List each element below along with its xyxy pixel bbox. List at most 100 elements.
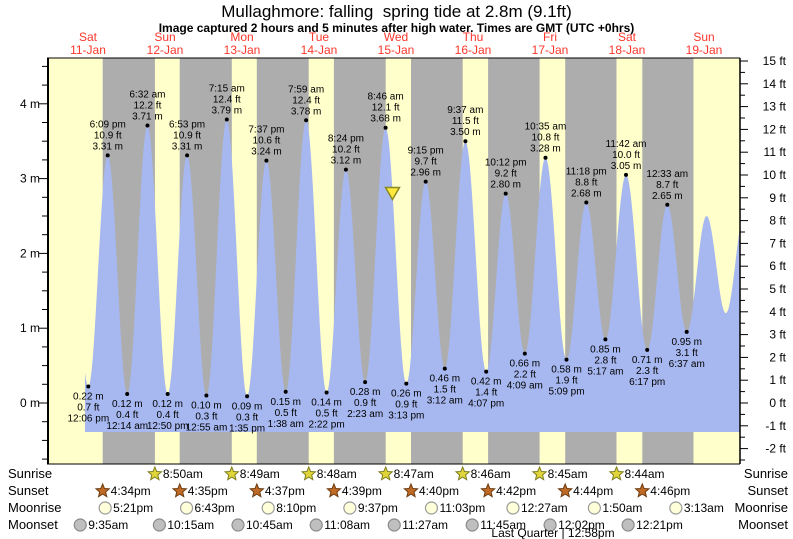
moonset-time: 11:45am — [480, 518, 526, 532]
day-label: 12-Jan — [147, 43, 184, 57]
sunset-star-icon — [403, 482, 419, 498]
sunrise-row-label: Sunrise — [744, 466, 788, 481]
high-tide-label: 10.2 ft — [332, 145, 360, 156]
day-label: Thu — [463, 30, 484, 44]
low-tide-label: 1:35 pm — [229, 423, 265, 434]
tide-event-dot — [165, 392, 170, 396]
high-tide-label: 10:35 am — [525, 122, 567, 133]
moonset-time: 11:27am — [402, 518, 448, 532]
moonrise-icon — [587, 501, 601, 515]
tide-event-dot — [564, 357, 569, 362]
tide-event-dot — [463, 139, 468, 144]
low-tide-label: 5:09 pm — [548, 387, 584, 398]
low-tide-label: 4:07 pm — [468, 399, 504, 410]
high-tide-label: 11.5 ft — [452, 116, 479, 127]
high-tide-label: 10.9 ft — [94, 130, 122, 141]
moonrise-time: 9:37pm — [358, 501, 398, 515]
high-tide-label: 2.65 m — [652, 191, 683, 202]
day-label: Mon — [230, 30, 253, 44]
high-tide-label: 8:46 am — [368, 92, 404, 103]
high-tide-label: 10.9 ft — [173, 130, 201, 141]
high-tide-label: 3.12 m — [331, 156, 362, 167]
sunrise-star-icon — [454, 465, 471, 481]
high-tide-label: 12.2 ft — [134, 100, 162, 111]
sunset-time: 4:39pm — [342, 484, 382, 498]
sunset-time: 4:42pm — [496, 484, 536, 498]
tide-event-dot — [645, 347, 650, 352]
day-label: 18-Jan — [609, 43, 646, 57]
moonrise-icon — [179, 501, 194, 515]
low-tide-label: 2.8 ft — [594, 355, 616, 366]
low-tide-label: 0.9 ft — [395, 400, 417, 411]
axis-tick-label: 1 ft — [769, 373, 786, 387]
moonrise-time: 6:43pm — [195, 501, 235, 515]
sunrise-time: 8:48am — [317, 467, 357, 481]
low-tide-label: 2.3 ft — [636, 366, 658, 377]
axis-tick-label: -2 ft — [765, 442, 786, 456]
moonset-icon — [387, 518, 401, 532]
high-tide-label: 11:42 am — [606, 139, 647, 150]
low-tide-label: 1:38 am — [268, 419, 304, 430]
low-tide-label: 12:06 pm — [67, 414, 109, 425]
high-tide-label: 3.31 m — [92, 141, 123, 152]
tide-curve — [85, 119, 740, 432]
low-tide-label: 2:22 pm — [309, 420, 345, 431]
low-tide-label: 0.46 m — [429, 374, 460, 385]
high-tide-label: 10.8 ft — [532, 133, 560, 144]
sunrise-star-icon — [223, 465, 240, 481]
moonrise-icon — [669, 501, 683, 515]
axis-tick-label: 8 ft — [769, 214, 786, 228]
low-tide-label: 0.15 m — [270, 397, 301, 408]
moonset-icon — [465, 518, 479, 532]
low-tide-label: 0.5 ft — [315, 409, 337, 420]
low-tide-label: 3.1 ft — [676, 348, 698, 359]
sunset-star-icon — [557, 482, 574, 498]
sunset-star-icon — [634, 482, 651, 498]
axis-tick-label: 7 ft — [769, 236, 786, 250]
axis-tick-label: 12 ft — [763, 122, 787, 136]
low-tide-label: 1.9 ft — [555, 376, 577, 387]
moonrise-time: 11:03pm — [439, 501, 485, 515]
sunset-row-label: Sunset — [8, 483, 49, 498]
tide-event-dot — [665, 202, 670, 207]
sunrise-time: 8:47am — [394, 467, 434, 481]
high-tide-label: 8.8 ft — [575, 178, 597, 189]
high-tide-label: 10:12 pm — [485, 158, 527, 169]
low-tide-label: 0.26 m — [391, 389, 422, 400]
high-tide-label: 9.7 ft — [415, 157, 437, 168]
axis-tick-label: 4 ft — [769, 305, 786, 319]
low-tide-label: 0.3 ft — [236, 412, 258, 423]
moonset-row-label: Moonset — [738, 517, 788, 532]
low-tide-label: 0.42 m — [471, 377, 502, 388]
sunset-time: 4:44pm — [573, 484, 613, 498]
high-tide-label: 10.0 ft — [612, 150, 640, 161]
tide-event-dot — [383, 125, 388, 130]
low-tide-label: 0.09 m — [232, 401, 263, 412]
sunset-star-icon — [248, 482, 265, 498]
sunset-time: 4:40pm — [419, 484, 459, 498]
high-tide-label: 3.24 m — [251, 147, 282, 158]
moonset-icon — [621, 518, 635, 532]
day-label: Sun — [693, 30, 714, 44]
sunset-star-icon — [94, 482, 111, 498]
moonrise-row-label: Moonrise — [8, 500, 61, 515]
low-tide-label: 0.5 ft — [275, 408, 297, 419]
axis-tick-label: 2 ft — [769, 350, 786, 364]
low-tide-label: 12:14 am — [106, 421, 148, 432]
high-tide-label: 6:53 pm — [169, 119, 205, 130]
low-tide-label: 0.58 m — [551, 365, 582, 376]
axis-tick-label: -1 ft — [765, 419, 786, 433]
low-tide-label: 3:13 pm — [388, 411, 424, 422]
high-tide-label: 12.1 ft — [372, 103, 400, 114]
high-tide-label: 3.31 m — [172, 141, 203, 152]
high-tide-label: 3.79 m — [211, 106, 242, 117]
sunset-star-icon — [326, 482, 342, 498]
sunset-row-label: Sunset — [748, 483, 789, 498]
high-tide-label: 12.4 ft — [292, 95, 320, 106]
sunrise-star-icon — [608, 465, 625, 481]
moonset-time: 10:15am — [167, 518, 214, 532]
tide-event-dot — [283, 389, 288, 394]
high-tide-label: 7:15 am — [209, 84, 245, 95]
low-tide-label: 0.28 m — [350, 387, 381, 398]
